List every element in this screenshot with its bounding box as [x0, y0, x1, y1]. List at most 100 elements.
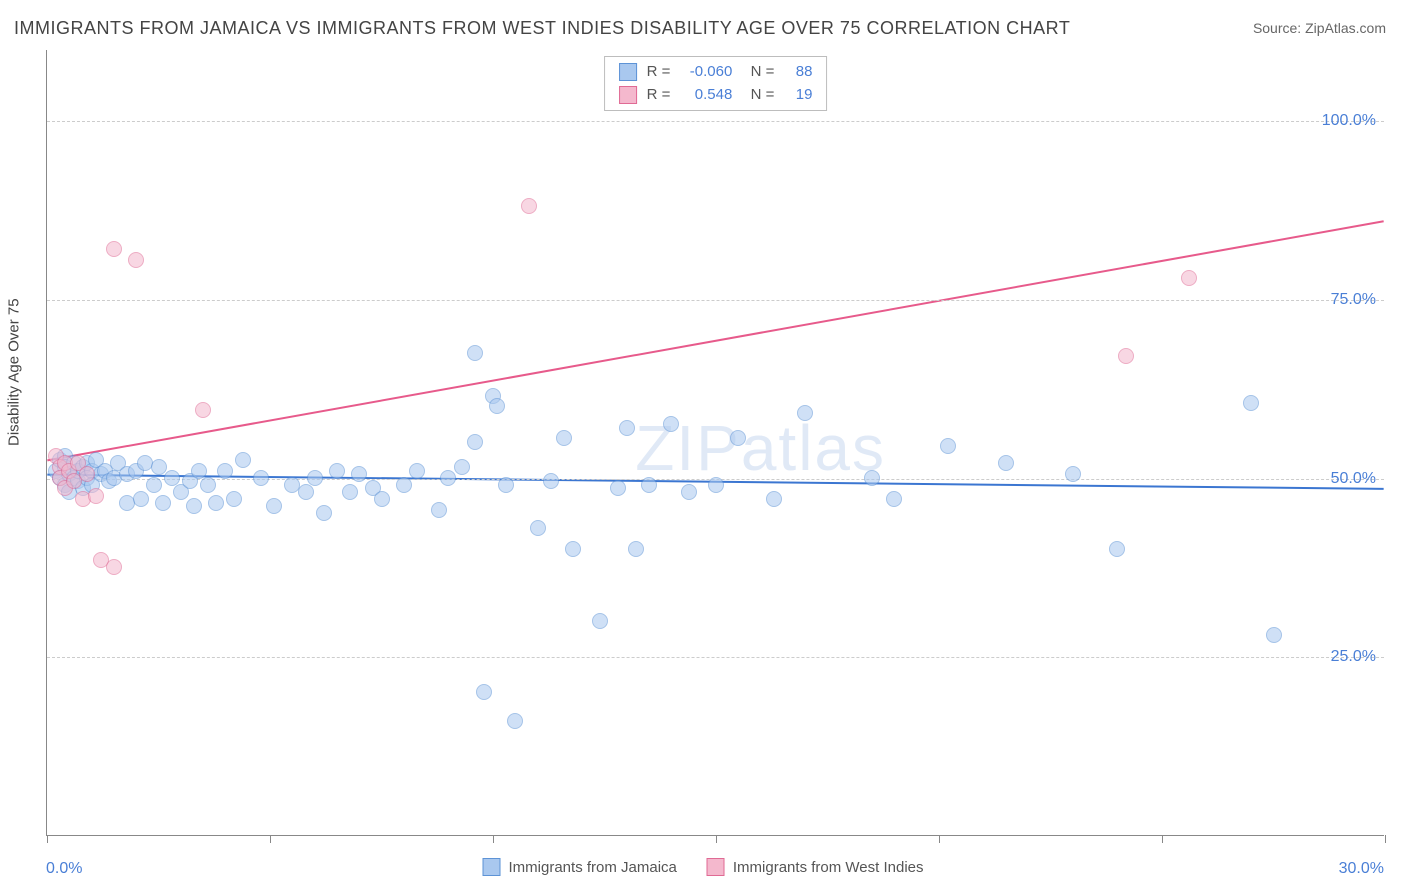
data-point [374, 491, 390, 507]
data-point [431, 502, 447, 518]
chart-title: IMMIGRANTS FROM JAMAICA VS IMMIGRANTS FR… [14, 18, 1070, 39]
data-point [146, 477, 162, 493]
series-legend-item: Immigrants from West Indies [707, 858, 924, 876]
trend-lines-layer [47, 50, 1384, 835]
data-point [730, 430, 746, 446]
data-point [186, 498, 202, 514]
y-tick-label: 50.0% [1331, 470, 1376, 488]
data-point [217, 463, 233, 479]
gridline [47, 300, 1384, 301]
legend-r-value: -0.060 [680, 61, 732, 84]
data-point [298, 484, 314, 500]
series-legend: Immigrants from Jamaica Immigrants from W… [483, 858, 924, 876]
source-attribution: Source: ZipAtlas.com [1253, 20, 1386, 36]
data-point [88, 488, 104, 504]
legend-n-label: N = [742, 84, 774, 107]
trend-line [47, 221, 1383, 460]
data-point [886, 491, 902, 507]
data-point [351, 466, 367, 482]
data-point [797, 405, 813, 421]
x-axis-min-label: 0.0% [46, 860, 82, 878]
x-tick [47, 835, 48, 843]
data-point [342, 484, 358, 500]
series-legend-item: Immigrants from Jamaica [483, 858, 677, 876]
legend-r-label: R = [647, 61, 671, 84]
data-point [708, 477, 724, 493]
data-point [307, 470, 323, 486]
x-tick [270, 835, 271, 843]
data-point [1118, 348, 1134, 364]
x-tick [493, 835, 494, 843]
correlation-legend-row: R = 0.548 N = 19 [619, 84, 813, 107]
x-tick [716, 835, 717, 843]
data-point [521, 198, 537, 214]
data-point [79, 466, 95, 482]
data-point [467, 345, 483, 361]
data-point [1181, 270, 1197, 286]
data-point [253, 470, 269, 486]
series-legend-label: Immigrants from West Indies [733, 859, 924, 876]
data-point [106, 241, 122, 257]
data-point [200, 477, 216, 493]
data-point [610, 480, 626, 496]
legend-n-label: N = [742, 61, 774, 84]
gridline [47, 121, 1384, 122]
data-point [864, 470, 880, 486]
data-point [565, 541, 581, 557]
x-tick [1162, 835, 1163, 843]
legend-n-value: 88 [784, 61, 812, 84]
data-point [128, 252, 144, 268]
data-point [940, 438, 956, 454]
legend-swatch [619, 63, 637, 81]
data-point [454, 459, 470, 475]
legend-r-value: 0.548 [680, 84, 732, 107]
data-point [191, 463, 207, 479]
correlation-legend: R = -0.060 N = 88R = 0.548 N = 19 [604, 56, 828, 111]
legend-swatch [707, 858, 725, 876]
y-axis-title: Disability Age Over 75 [6, 298, 23, 446]
legend-r-label: R = [647, 84, 671, 107]
correlation-legend-row: R = -0.060 N = 88 [619, 61, 813, 84]
data-point [681, 484, 697, 500]
y-tick-label: 25.0% [1331, 648, 1376, 666]
data-point [409, 463, 425, 479]
data-point [489, 398, 505, 414]
data-point [106, 559, 122, 575]
x-tick [939, 835, 940, 843]
x-tick [1385, 835, 1386, 843]
data-point [440, 470, 456, 486]
data-point [628, 541, 644, 557]
data-point [543, 473, 559, 489]
data-point [1109, 541, 1125, 557]
data-point [592, 613, 608, 629]
data-point [226, 491, 242, 507]
data-point [329, 463, 345, 479]
data-point [619, 420, 635, 436]
x-axis-max-label: 30.0% [1339, 860, 1384, 878]
data-point [155, 495, 171, 511]
data-point [556, 430, 572, 446]
data-point [1266, 627, 1282, 643]
legend-swatch [483, 858, 501, 876]
data-point [467, 434, 483, 450]
data-point [641, 477, 657, 493]
legend-swatch [619, 86, 637, 104]
series-legend-label: Immigrants from Jamaica [509, 859, 677, 876]
data-point [164, 470, 180, 486]
gridline [47, 657, 1384, 658]
data-point [998, 455, 1014, 471]
data-point [507, 713, 523, 729]
data-point [208, 495, 224, 511]
data-point [498, 477, 514, 493]
data-point [266, 498, 282, 514]
data-point [235, 452, 251, 468]
y-tick-label: 100.0% [1322, 112, 1376, 130]
data-point [316, 505, 332, 521]
data-point [396, 477, 412, 493]
data-point [766, 491, 782, 507]
data-point [476, 684, 492, 700]
data-point [530, 520, 546, 536]
plot-area: ZIPatlas R = -0.060 N = 88R = 0.548 N = … [46, 50, 1384, 836]
data-point [1243, 395, 1259, 411]
data-point [195, 402, 211, 418]
